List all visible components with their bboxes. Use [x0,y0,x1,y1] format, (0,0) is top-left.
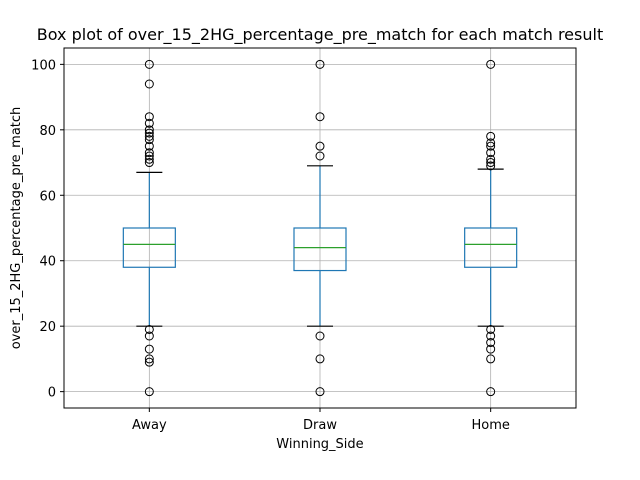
outlier-point [315,151,325,161]
outlier-point [486,154,496,164]
outlier-point [486,344,496,354]
outlier-point [144,128,154,138]
outlier-point [144,387,154,397]
x-tick-label: Home [471,418,509,433]
outlier-point [144,324,154,334]
y-tick-label: 80 [39,124,56,139]
outlier-point [486,148,496,158]
outlier-point [144,125,154,135]
outlier-point [486,59,496,69]
outlier-point [315,387,325,397]
box-group-draw [293,59,347,397]
x-axis-label: Winning_Side [276,437,363,452]
outlier-point [486,387,496,397]
outlier-point [486,141,496,151]
x-tick-label: Away [132,418,167,433]
y-tick-label: 40 [39,255,56,270]
outlier-point [315,59,325,69]
outlier-point [486,354,496,364]
box-group-away [122,59,176,397]
outlier-point [315,354,325,364]
y-tick-label: 0 [48,386,56,401]
outlier-point [144,59,154,69]
outlier-point [315,331,325,341]
outlier-point [144,118,154,128]
outlier-point [315,112,325,122]
outlier-point [144,158,154,168]
outlier-point [486,161,496,171]
y-tick-label: 100 [31,58,56,73]
boxes-layer [122,59,518,397]
outlier-point [144,131,154,141]
axis-ticks: 0 20 40 60 80 100 Away Draw Home [31,58,510,433]
outlier-point [486,131,496,141]
y-axis-label: over_15_2HG_percentage_pre_match [9,107,24,350]
outlier-point [486,331,496,341]
iqr-box [122,227,176,268]
iqr-box [464,227,518,268]
outlier-point [144,151,154,161]
outlier-point [144,331,154,341]
outlier-point [144,154,154,164]
y-tick-label: 60 [39,189,56,204]
outlier-point [486,158,496,168]
iqr-box [293,227,347,272]
box-group-home [464,59,518,397]
outlier-point [486,324,496,334]
outlier-point [144,79,154,89]
outlier-point [144,112,154,122]
chart-title: Box plot of over_15_2HG_percentage_pre_m… [37,25,603,45]
outlier-point [144,354,154,364]
y-tick-label: 20 [39,320,56,335]
outlier-point [486,138,496,148]
outlier-point [486,338,496,348]
x-tick-label: Draw [303,418,337,433]
outlier-point [315,141,325,151]
outlier-point [144,141,154,151]
outlier-point [144,344,154,354]
outlier-point [144,357,154,367]
outlier-point [144,148,154,158]
outlier-point [144,135,154,145]
